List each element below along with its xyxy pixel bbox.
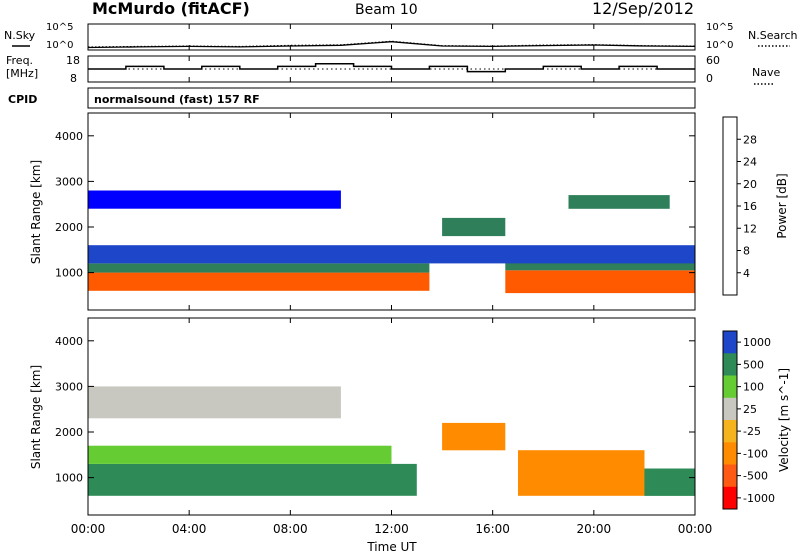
velocity-range-ticks: 4000 3000 2000 1000 xyxy=(55,335,695,485)
heatmap-cell xyxy=(505,258,695,271)
heatmap-cell xyxy=(644,468,695,496)
heatmap-cell xyxy=(505,270,695,294)
colorbar-tick-label: 28 xyxy=(743,133,757,146)
time-tick-label: 20:00 xyxy=(577,522,612,536)
range-tick-label: 3000 xyxy=(55,380,83,393)
colorbar-swatch xyxy=(723,420,737,443)
noise-tick-top: 10^5 xyxy=(46,22,73,33)
heatmap-cell xyxy=(88,263,430,273)
power-colorbar: 28 24 20 16 12 8 4 Power [dB] xyxy=(722,116,789,296)
power-colorbar-ticks: 28 24 20 16 12 8 4 xyxy=(737,133,757,280)
velocity-colorbar-swatches xyxy=(723,331,737,510)
time-tick-label: 00:00 xyxy=(71,522,106,536)
noise-tick-bottom-right: 10^0 xyxy=(706,40,733,51)
heatmap-cell xyxy=(88,463,417,496)
colorbar-tick-label: 25 xyxy=(743,403,757,416)
time-tick-label: 08:00 xyxy=(273,522,308,536)
nave-tick-bottom: 0 xyxy=(706,72,713,85)
heatmap-cell xyxy=(442,422,506,451)
colorbar-tick-label: 12 xyxy=(743,222,757,235)
range-tick-label: 1000 xyxy=(55,472,83,485)
nsearch-label: N.Search xyxy=(748,29,798,42)
colorbar-swatch xyxy=(723,464,737,488)
noise-tick-top-right: 10^5 xyxy=(706,22,733,33)
freq-tick-top: 18 xyxy=(66,54,80,67)
heatmap-cell xyxy=(442,217,506,237)
colorbar-tick-label: 20 xyxy=(743,178,757,191)
velocity-heatmap-cells xyxy=(88,386,695,496)
velocity-colorbar-label: Velocity [m s^-1] xyxy=(777,368,791,472)
colorbar-tick-label: -500 xyxy=(743,470,768,483)
station-title: McMurdo (fitACF) xyxy=(92,0,250,18)
power-ylabel: Slant Range [km] xyxy=(29,160,43,264)
colorbar-swatch xyxy=(723,397,737,421)
power-colorbar-label: Power [dB] xyxy=(775,173,789,238)
time-axis-ticks: 00:00 04:00 08:00 12:00 16:00 20:00 00:00 xyxy=(71,24,713,536)
velocity-colorbar-frame xyxy=(722,330,738,510)
frequency-series-line xyxy=(88,63,695,73)
colorbar-tick-label: -100 xyxy=(743,447,768,460)
frequency-panel: Freq. [MHz] 18 8 60 0 Nave xyxy=(6,54,780,85)
colorbar-tick-label: 24 xyxy=(743,156,757,169)
colorbar-swatch xyxy=(723,331,737,354)
cpid-value: normalsound (fast) 157 RF xyxy=(94,93,260,106)
range-tick-label: 4000 xyxy=(55,335,83,348)
heatmap-cell xyxy=(88,445,392,464)
colorbar-swatch xyxy=(723,486,737,510)
cpid-label: CPID xyxy=(8,93,37,106)
heatmap-cell xyxy=(568,195,670,209)
range-tick-label: 3000 xyxy=(55,175,83,188)
range-tick-label: 2000 xyxy=(55,221,83,234)
noise-tick-bottom: 10^0 xyxy=(46,40,73,51)
freq-label-line1: Freq. xyxy=(6,54,33,67)
heatmap-cell xyxy=(88,272,430,291)
heatmap-cell xyxy=(88,190,341,209)
time-tick-label: 00:00 xyxy=(678,522,713,536)
heatmap-cell xyxy=(518,450,645,496)
time-tick-label: 04:00 xyxy=(172,522,207,536)
power-range-ticks: 4000 3000 2000 1000 xyxy=(55,130,695,280)
time-axis-label: Time UT xyxy=(366,540,417,554)
colorbar-tick-label: 100 xyxy=(743,381,764,394)
power-panel: 4000 3000 2000 1000 xyxy=(55,112,696,311)
colorbar-tick-label: 16 xyxy=(743,200,757,213)
time-tick-label: 16:00 xyxy=(475,522,510,536)
colorbar-tick-label: -25 xyxy=(743,425,761,438)
nave-tick-top: 60 xyxy=(706,54,720,67)
noise-panel: N.Sky 10^5 10^0 10^5 10^0 N.Search xyxy=(4,22,798,51)
range-tick-label: 4000 xyxy=(55,130,83,143)
date-title: 12/Sep/2012 xyxy=(592,0,694,18)
colorbar-tick-label: -1000 xyxy=(743,492,775,505)
colorbar-tick-label: 8 xyxy=(743,245,750,258)
colorbar-tick-label: 4 xyxy=(743,267,750,280)
range-tick-label: 1000 xyxy=(55,267,83,280)
colorbar-tick-label: 500 xyxy=(743,358,764,371)
power-heatmap-cells xyxy=(88,190,695,294)
nave-label: Nave xyxy=(752,66,780,79)
velocity-ylabel: Slant Range [km] xyxy=(29,365,43,469)
nsky-label: N.Sky xyxy=(4,29,36,42)
cpid-panel-frame xyxy=(87,87,696,109)
heatmap-cell xyxy=(88,386,341,419)
colorbar-swatch xyxy=(723,375,737,399)
colorbar-swatch xyxy=(723,353,737,376)
range-tick-label: 2000 xyxy=(55,426,83,439)
power-colorbar-frame xyxy=(722,116,738,296)
freq-label-line2: [MHz] xyxy=(6,67,38,80)
time-tick-label: 12:00 xyxy=(374,522,409,536)
colorbar-swatch xyxy=(723,442,737,465)
freq-tick-bottom: 8 xyxy=(70,72,77,85)
colorbar-tick-label: 1000 xyxy=(743,336,771,349)
velocity-colorbar: 1000 500 100 25 -25 -100 -500 -1000 Velocity [m… xyxy=(722,330,791,510)
velocity-panel: 4000 3000 2000 1000 xyxy=(55,317,696,516)
heatmap-cell xyxy=(88,245,695,264)
beam-title: Beam 10 xyxy=(355,2,418,18)
velocity-colorbar-ticks: 1000 500 100 25 -25 -100 -500 -1000 xyxy=(737,336,775,505)
